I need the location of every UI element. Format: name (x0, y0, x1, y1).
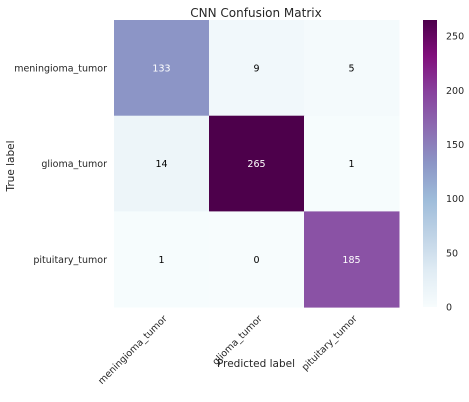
y-tick-label: meningioma_tumor (14, 63, 107, 74)
colorbar-tick-label: 50 (446, 248, 458, 259)
x-tick-labels: meningioma_tumor glioma_tumor pituitary_tu… (96, 313, 359, 386)
matrix-cell (209, 115, 305, 212)
matrix-cell (304, 115, 400, 212)
matrix-cell (114, 211, 210, 308)
colorbar-tick-label: 0 (446, 303, 452, 314)
matrix-cell-label: 265 (247, 159, 265, 170)
matrix-cell-label: 133 (152, 63, 170, 74)
colorbar-tick-label: 200 (446, 86, 464, 97)
colorbar-tick-label: 250 (446, 32, 464, 43)
colorbar-tick-label: 150 (446, 140, 464, 151)
matrix-cell-label: 5 (348, 63, 354, 74)
matrix-cell-label: 1 (158, 255, 164, 266)
matrix-cell-label: 14 (155, 159, 167, 170)
matrix-cell (114, 20, 210, 117)
matrix-cell-label: 1 (348, 159, 354, 170)
y-axis-label: True label (5, 140, 17, 192)
x-axis-label: Predicted label (217, 358, 295, 370)
chart-title: CNN Confusion Matrix (190, 6, 321, 20)
matrix-cell (304, 211, 400, 308)
y-tick-labels: meningioma_tumor glioma_tumor pituitary_tu… (14, 63, 107, 265)
matrix-cell-labels: 133 9 5 14 265 1 1 0 185 (152, 63, 360, 265)
matrix-cell-label: 9 (253, 63, 259, 74)
matrix-cell (209, 211, 305, 308)
matrix-cells (114, 20, 400, 308)
colorbar-tick-label: 100 (446, 194, 464, 205)
colorbar (423, 20, 437, 307)
matrix-cell (304, 20, 400, 117)
x-tick-label: pituitary_tumor (300, 313, 360, 373)
matrix-cell (114, 115, 210, 212)
matrix-cell (209, 20, 305, 117)
x-tick-label: meningioma_tumor (96, 313, 169, 386)
matrix-cell-label: 0 (253, 255, 259, 266)
colorbar-ticks: 0 50 100 150 200 250 (446, 32, 464, 314)
matrix-cell-label: 185 (342, 255, 360, 266)
y-tick-label: glioma_tumor (41, 159, 107, 170)
y-tick-label: pituitary_tumor (33, 255, 107, 266)
